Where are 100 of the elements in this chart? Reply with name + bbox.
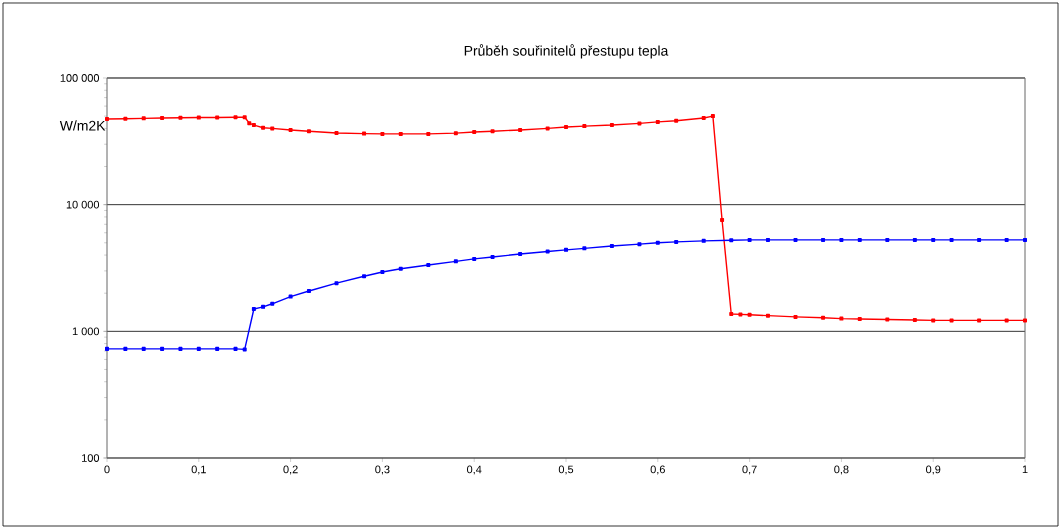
point [793, 314, 798, 319]
point [885, 317, 890, 322]
point [105, 117, 109, 122]
point [1023, 237, 1028, 242]
point [1004, 237, 1009, 242]
x-tick-label: 0,1 [191, 465, 206, 475]
point [160, 116, 165, 121]
x-tick-label: 0,3 [375, 465, 390, 475]
point [747, 312, 752, 317]
point [160, 346, 165, 351]
point [141, 346, 146, 351]
point [105, 346, 109, 351]
x-tick-label: 0,7 [742, 465, 757, 475]
point [251, 307, 256, 312]
point [251, 123, 256, 128]
point [426, 131, 431, 136]
point [518, 251, 523, 256]
point [674, 118, 679, 123]
point [490, 255, 495, 260]
point [215, 346, 220, 351]
point [931, 318, 936, 323]
y-axis-title: W/m2K [59, 120, 106, 131]
point [582, 246, 587, 251]
x-tick-label: 0,9 [926, 465, 941, 475]
point [747, 237, 752, 242]
point [362, 131, 367, 136]
point [701, 238, 706, 243]
point [637, 242, 642, 247]
point [288, 127, 293, 132]
point [564, 247, 568, 252]
point [196, 115, 201, 120]
point [793, 237, 798, 242]
point [857, 237, 862, 242]
point [765, 313, 770, 318]
point [637, 121, 642, 126]
point [247, 121, 252, 126]
point [215, 115, 220, 120]
point [931, 237, 936, 242]
point [655, 240, 660, 245]
point [977, 318, 982, 323]
point [977, 237, 982, 242]
point [362, 274, 367, 279]
point [912, 237, 917, 242]
point [334, 130, 339, 135]
point [545, 249, 550, 254]
point [839, 237, 844, 242]
point [674, 239, 679, 244]
point [821, 315, 826, 320]
point [564, 125, 568, 130]
point [123, 346, 128, 351]
y-tick-label: 100 000 [60, 74, 100, 82]
point [518, 127, 523, 132]
point [738, 312, 743, 317]
point [701, 116, 706, 121]
point [270, 126, 275, 131]
point [196, 346, 201, 351]
point [334, 281, 339, 286]
point [857, 317, 862, 322]
point [398, 131, 403, 136]
point [380, 270, 385, 274]
point [729, 312, 734, 317]
point [609, 243, 614, 248]
x-tick-label: 1 [1022, 465, 1028, 474]
point [1023, 318, 1028, 323]
x-tick-label: 0 [104, 465, 110, 474]
point [380, 131, 385, 136]
point [472, 256, 477, 261]
point [141, 116, 146, 121]
point [545, 126, 550, 131]
point [270, 301, 275, 306]
point [729, 238, 734, 243]
chart-title: Průběh souřinitelů přestupu tepla [464, 44, 669, 59]
point [306, 129, 311, 134]
point [178, 115, 183, 120]
point [490, 129, 495, 134]
point [453, 131, 458, 136]
x-tick-label: 0,5 [558, 465, 574, 475]
x-tick-label: 0,8 [834, 465, 849, 475]
point [609, 123, 614, 128]
point [242, 115, 247, 120]
point [582, 124, 587, 129]
point [233, 115, 238, 120]
point [288, 294, 293, 299]
y-tick-label: 1 000 [72, 327, 100, 336]
point [885, 237, 890, 242]
point [233, 346, 238, 351]
y-tick-label: 100 [82, 454, 100, 462]
point [178, 346, 183, 351]
point [765, 237, 770, 242]
point [472, 129, 477, 134]
point [710, 114, 715, 119]
point [655, 119, 660, 124]
x-tick-label: 0,6 [650, 465, 665, 475]
x-tick-label: 0,4 [467, 465, 482, 475]
point [839, 316, 844, 321]
point [261, 125, 266, 130]
point [123, 116, 128, 121]
point [720, 217, 725, 222]
point [453, 259, 458, 264]
point [949, 318, 954, 323]
